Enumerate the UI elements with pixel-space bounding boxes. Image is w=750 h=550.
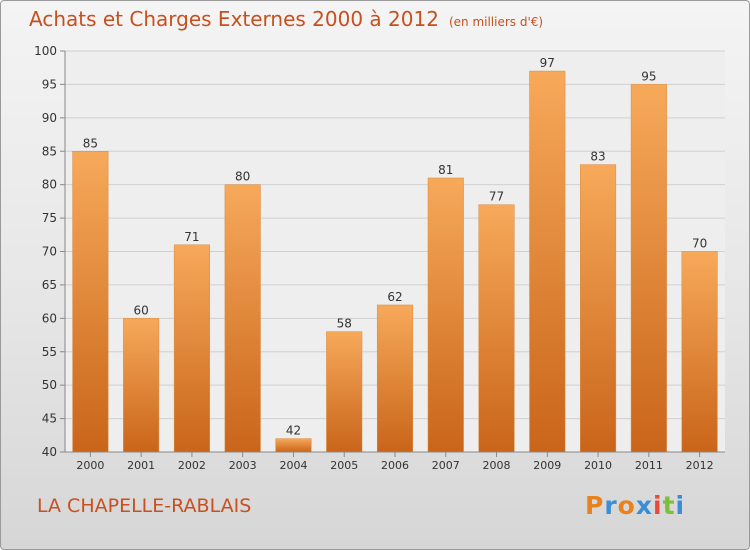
- logo-letter: r: [604, 491, 618, 520]
- data-label-2004: 42: [286, 424, 301, 438]
- y-tick-label: 55: [42, 345, 57, 359]
- bar-2010: [580, 164, 617, 453]
- y-tick-label: 85: [42, 144, 57, 158]
- data-label-2005: 58: [337, 317, 352, 331]
- x-tick-label-2010: 2010: [584, 459, 612, 472]
- commune-name: LA CHAPELLE-RABLAIS: [37, 495, 252, 517]
- y-tick-label: 50: [42, 378, 57, 392]
- x-tick-label-2003: 2003: [229, 459, 257, 472]
- x-tick-label-2002: 2002: [178, 459, 206, 472]
- data-label-2011: 95: [641, 69, 656, 83]
- x-tick-label-2008: 2008: [483, 459, 511, 472]
- data-label-2001: 60: [134, 303, 149, 317]
- bars: [72, 70, 718, 453]
- bar-2005: [326, 331, 363, 453]
- bar-2000: [72, 151, 109, 453]
- y-tick-label: 45: [42, 412, 57, 426]
- data-label-2006: 62: [387, 290, 402, 304]
- x-tick-label-2001: 2001: [127, 459, 155, 472]
- y-tick-label: 65: [42, 278, 57, 292]
- x-tick-label-2004: 2004: [279, 459, 307, 472]
- y-tick-label: 100: [34, 44, 57, 58]
- y-tick-label: 60: [42, 311, 57, 325]
- x-tick-label-2011: 2011: [635, 459, 663, 472]
- y-tick-label: 95: [42, 77, 57, 91]
- x-tick-label-2009: 2009: [533, 459, 561, 472]
- bar-2011: [630, 84, 667, 453]
- chart-unit: (en milliers d'€): [448, 15, 544, 29]
- x-tick-label-2000: 2000: [76, 459, 104, 472]
- bar-2012: [681, 251, 718, 453]
- data-label-2000: 85: [83, 136, 98, 150]
- data-labels: 85 60 71 80 42 58 62 81 77 97 83 95 70: [83, 56, 708, 438]
- chart-title: Achats et Charges Externes 2000 à 2012 (e…: [29, 7, 543, 31]
- y-tick-label: 80: [42, 178, 57, 192]
- bar-2008: [478, 204, 515, 453]
- y-axis: 40 45 50 55 60 65 70 75 80 85 90 95 100: [34, 44, 66, 459]
- bar-2004: [275, 438, 312, 453]
- logo-letter: i: [653, 491, 663, 520]
- y-tick-label: 75: [42, 211, 57, 225]
- bar-2003: [224, 184, 261, 453]
- logo-letter: x: [635, 491, 653, 520]
- x-tick-label-2005: 2005: [330, 459, 358, 472]
- proxiti-logo: Proxiti: [585, 491, 685, 520]
- logo-letter: o: [617, 491, 636, 520]
- y-tick-label: 40: [42, 445, 57, 459]
- x-tick-label-2012: 2012: [686, 459, 714, 472]
- bar-2009: [529, 70, 566, 453]
- logo-letter: t: [662, 491, 676, 520]
- bar-2007: [427, 177, 464, 453]
- data-label-2012: 70: [692, 237, 707, 251]
- data-label-2008: 77: [489, 190, 504, 204]
- data-label-2003: 80: [235, 170, 250, 184]
- y-tick-label: 70: [42, 245, 57, 259]
- logo-letter: P: [585, 491, 605, 520]
- x-axis: 2000 2001 2002 2003 2004 2005 2006 2007 2008 2009…: [65, 451, 725, 472]
- x-tick-label-2006: 2006: [381, 459, 409, 472]
- bar-2002: [173, 244, 210, 453]
- data-label-2002: 71: [184, 230, 199, 244]
- chart-title-text: Achats et Charges Externes 2000 à 2012: [29, 7, 439, 31]
- data-label-2007: 81: [438, 163, 453, 177]
- logo-letter: i: [675, 491, 686, 520]
- x-tick-label-2007: 2007: [432, 459, 460, 472]
- data-label-2010: 83: [590, 150, 605, 164]
- data-label-2009: 97: [540, 56, 555, 70]
- bar-2006: [376, 304, 414, 453]
- bar-2001: [123, 318, 160, 453]
- y-tick-label: 90: [42, 111, 57, 125]
